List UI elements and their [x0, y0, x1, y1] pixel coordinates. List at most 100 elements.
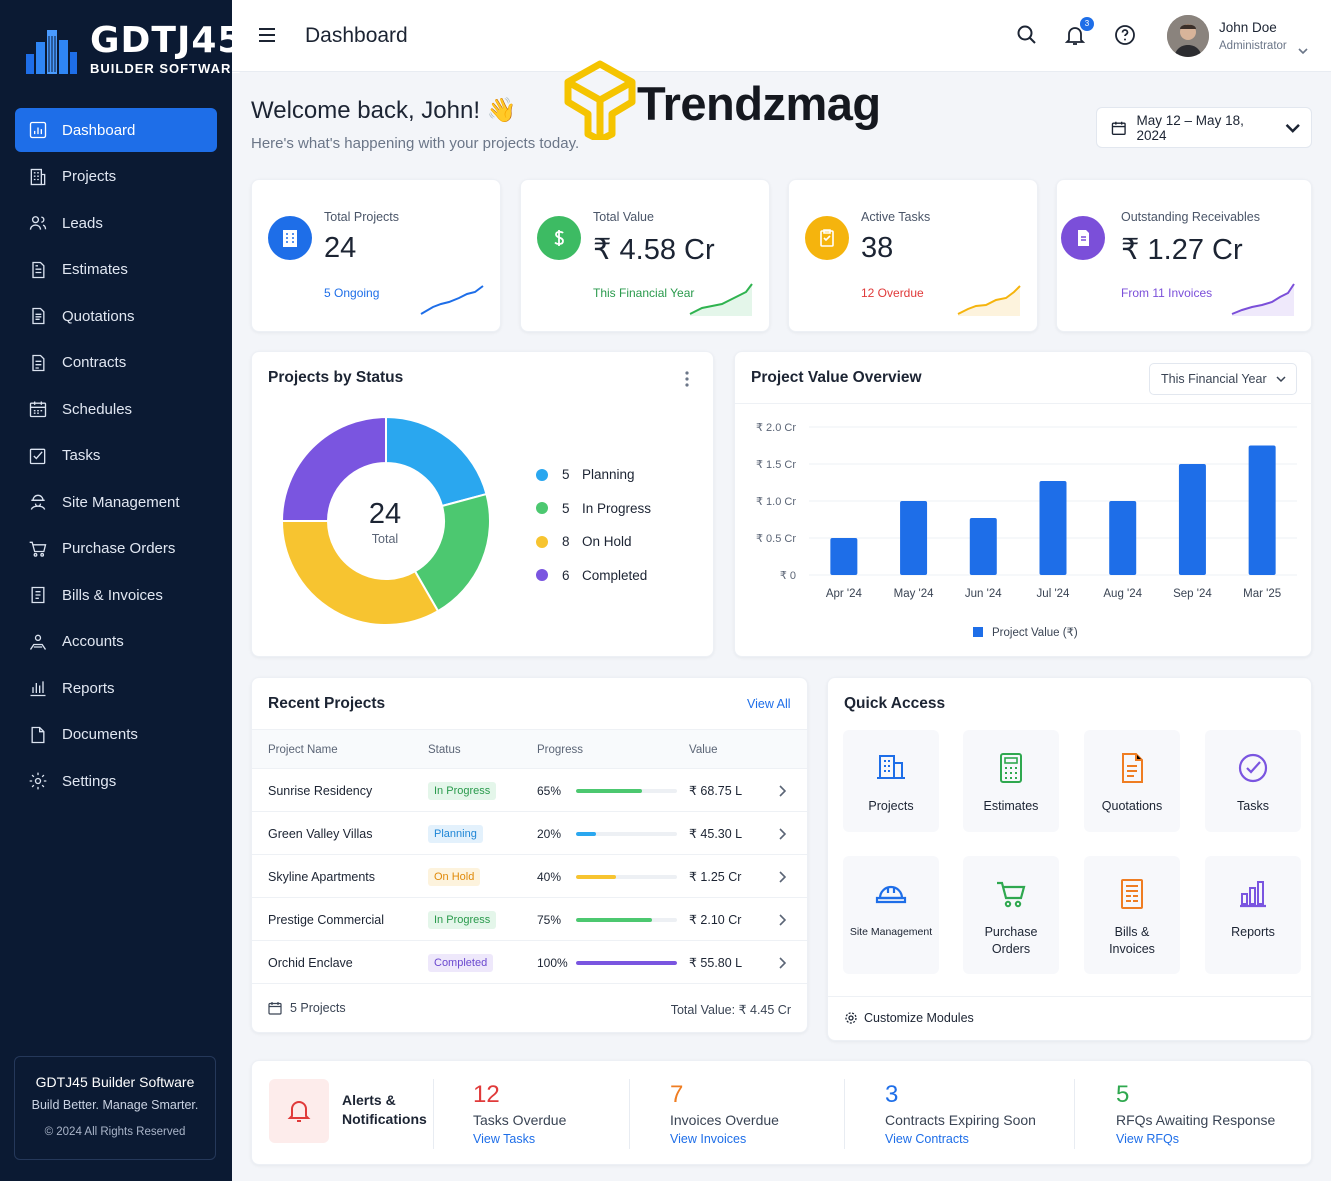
gear-icon — [845, 1012, 857, 1024]
sidebar-item-estimates[interactable]: Estimates — [15, 248, 217, 292]
legend-dot — [536, 468, 548, 481]
donut-slice-on-hold[interactable] — [282, 520, 440, 626]
quick-access-tile-quotations[interactable]: Quotations — [1084, 730, 1180, 832]
bar[interactable] — [1248, 445, 1276, 576]
sidebar-item-leads[interactable]: Leads — [15, 201, 217, 245]
sidebar-item-site-management[interactable]: Site Management — [15, 480, 217, 524]
table-row[interactable]: Green Valley Villas Planning 20% ₹ 45.30… — [252, 812, 807, 855]
project-name[interactable]: Green Valley Villas — [268, 826, 373, 841]
donut-slice-in-progress[interactable] — [413, 492, 490, 613]
table-row[interactable]: Sunrise Residency In Progress 65% ₹ 68.7… — [252, 769, 807, 812]
progress-cell: 20% — [537, 812, 677, 855]
alert-link[interactable]: View RFQs — [1116, 1132, 1179, 1146]
legend-item: 5 Planning — [536, 458, 651, 492]
quick-access-tile-purchase-orders[interactable]: Purchase Orders — [963, 856, 1059, 974]
sidebar-item-quotations[interactable]: Quotations — [15, 294, 217, 338]
column-header[interactable]: Progress — [537, 744, 584, 756]
status-badge: On Hold — [428, 867, 481, 886]
sidebar-item-tasks[interactable]: Tasks — [15, 434, 217, 478]
chevron-right-icon[interactable] — [778, 941, 786, 984]
hamburger-menu-icon[interactable] — [256, 24, 278, 46]
x-tick-label: May '24 — [894, 588, 935, 600]
project-name[interactable]: Sunrise Residency — [268, 783, 373, 798]
bar[interactable] — [1039, 481, 1067, 575]
chevron-right-icon[interactable] — [778, 855, 786, 898]
donut-slice-completed[interactable] — [282, 415, 387, 522]
alert-link[interactable]: View Tasks — [473, 1132, 536, 1146]
legend-dot — [536, 502, 548, 515]
user-name[interactable]: John Doe — [1219, 20, 1277, 35]
alerts-card: Alerts & Notifications 12 Tasks Overdue … — [251, 1060, 1312, 1165]
stat-card-outstanding-receivables[interactable]: Outstanding Receivables ₹ 1.27 Cr From 1… — [1056, 179, 1312, 332]
customize-modules-button[interactable]: Customize Modules — [844, 1011, 974, 1025]
help-icon[interactable] — [1114, 24, 1136, 46]
table-row[interactable]: Orchid Enclave Completed 100% ₹ 55.80 L — [252, 941, 807, 984]
legend-label: Planning — [582, 467, 635, 483]
view-all-link[interactable]: View All — [747, 697, 791, 711]
tile-label: Purchase Orders — [984, 925, 1038, 956]
chevron-down-icon[interactable] — [1298, 42, 1308, 55]
stat-sub: This Financial Year — [593, 286, 695, 300]
avatar[interactable] — [1167, 15, 1209, 57]
more-options-icon[interactable] — [682, 370, 692, 388]
sidebar-item-projects[interactable]: Projects — [15, 155, 217, 199]
alert-link[interactable]: View Invoices — [670, 1132, 747, 1146]
quick-access-tile-bills-invoices[interactable]: Bills & Invoices — [1084, 856, 1180, 974]
project-value: ₹ 1.25 Cr — [689, 870, 742, 884]
sparkline — [689, 283, 753, 316]
column-header[interactable]: Project Name — [268, 744, 338, 756]
project-name[interactable]: Orchid Enclave — [268, 955, 353, 970]
sidebar-item-contracts[interactable]: Contracts — [15, 341, 217, 385]
sidebar-item-dashboard[interactable]: Dashboard — [15, 108, 217, 152]
stat-card-active-tasks[interactable]: Active Tasks 38 12 Overdue — [788, 179, 1038, 332]
date-range-picker[interactable]: May 12 – May 18, 2024 — [1096, 107, 1312, 148]
bar[interactable] — [969, 518, 997, 575]
brand[interactable]: GDTJ45 BUILDER SOFTWARE — [24, 22, 242, 78]
stat-card-total-projects[interactable]: Total Projects 24 5 Ongoing — [251, 179, 501, 332]
table-row[interactable]: Prestige Commercial In Progress 75% ₹ 2.… — [252, 898, 807, 941]
project-name[interactable]: Skyline Apartments — [268, 869, 375, 884]
progress-bar — [576, 960, 677, 965]
alerts-title: Alerts & Notifications — [342, 1092, 427, 1127]
sidebar-item-bills-invoices[interactable]: Bills & Invoices — [15, 573, 217, 617]
chevron-right-icon[interactable] — [778, 812, 786, 855]
progress-fill — [576, 788, 642, 793]
quick-access-tile-tasks[interactable]: Tasks — [1205, 730, 1301, 832]
stat-card-total-value[interactable]: Total Value ₹ 4.58 Cr This Financial Yea… — [520, 179, 770, 332]
project-name[interactable]: Prestige Commercial — [268, 912, 385, 927]
calculator-icon — [991, 748, 1031, 788]
quick-access-tile-projects[interactable]: Projects — [843, 730, 939, 832]
legend-item: 8 On Hold — [536, 525, 651, 559]
legend-label: In Progress — [582, 500, 652, 516]
sidebar-item-documents[interactable]: Documents — [15, 713, 217, 757]
sidebar-item-purchase-orders[interactable]: Purchase Orders — [15, 527, 217, 571]
donut-slice-planning[interactable] — [385, 415, 488, 508]
search-icon[interactable] — [1016, 24, 1038, 46]
progress-label: 100% — [537, 955, 568, 970]
sidebar-item-accounts[interactable]: Accounts — [15, 620, 217, 664]
quick-access-tile-site-management[interactable]: Site Management — [843, 856, 939, 974]
calendar-icon — [268, 1002, 282, 1015]
bar[interactable] — [1109, 501, 1137, 575]
quick-access-card: Quick Access Projects Estimates Quotatio… — [827, 677, 1313, 1041]
legend-label: Project Value (₹) — [992, 627, 1078, 639]
chevron-right-icon[interactable] — [778, 898, 786, 941]
quick-access-tile-estimates[interactable]: Estimates — [963, 730, 1059, 832]
bar[interactable] — [830, 538, 858, 575]
chevron-right-icon[interactable] — [778, 769, 786, 812]
sidebar-item-reports[interactable]: Reports — [15, 666, 217, 710]
dollar-icon — [537, 216, 581, 260]
bar[interactable] — [900, 501, 928, 575]
bell-icon[interactable] — [1064, 24, 1086, 46]
sidebar-item-label: Tasks — [62, 447, 101, 464]
table-row[interactable]: Skyline Apartments On Hold 40% ₹ 1.25 Cr — [252, 855, 807, 898]
financial-year-select[interactable]: This Financial Year — [1149, 363, 1297, 395]
sidebar-item-settings[interactable]: Settings — [15, 759, 217, 803]
column-header[interactable]: Value — [689, 744, 718, 756]
sidebar-item-schedules[interactable]: Schedules — [15, 387, 217, 431]
y-tick-label: ₹ 0 — [780, 570, 796, 582]
bar[interactable] — [1178, 464, 1206, 575]
quick-access-tile-reports[interactable]: Reports — [1205, 856, 1301, 974]
alert-link[interactable]: View Contracts — [885, 1132, 969, 1146]
column-header[interactable]: Status — [428, 744, 461, 756]
